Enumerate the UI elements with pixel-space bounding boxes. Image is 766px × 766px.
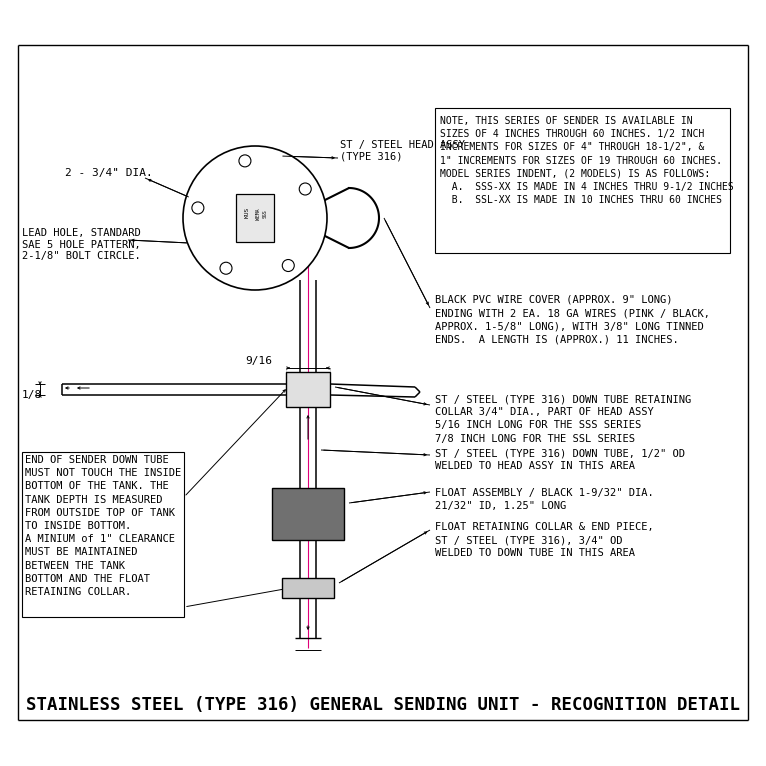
- Bar: [435, 108, 730, 253]
- Circle shape: [220, 262, 232, 274]
- Text: FLOAT RETAINING COLLAR & END PIECE,
ST / STEEL (TYPE 316), 3/4" OD
WELDED TO DOW: FLOAT RETAINING COLLAR & END PIECE, ST /…: [435, 522, 653, 558]
- Text: FLOAT ASSEMBLY / BLACK 1-9/32" DIA.
21/32" ID, 1.25" LONG: FLOAT ASSEMBLY / BLACK 1-9/32" DIA. 21/3…: [435, 488, 653, 511]
- Text: 9/16: 9/16: [245, 356, 272, 366]
- Text: LEAD HOLE, STANDARD
SAE 5 HOLE PATTERN,
2-1/8" BOLT CIRCLE.: LEAD HOLE, STANDARD SAE 5 HOLE PATTERN, …: [22, 228, 141, 261]
- Text: ST / STEEL (TYPE 316) DOWN TUBE RETAINING
COLLAR 3/4" DIA., PART OF HEAD ASSY
5/: ST / STEEL (TYPE 316) DOWN TUBE RETAININ…: [435, 394, 691, 444]
- Text: 2 - 3/4" DIA.: 2 - 3/4" DIA.: [65, 168, 152, 178]
- Bar: [272, 488, 344, 540]
- Circle shape: [300, 183, 311, 195]
- Circle shape: [282, 260, 294, 271]
- Circle shape: [239, 155, 251, 167]
- Text: ST / STEEL (TYPE 316) DOWN TUBE, 1/2" OD
WELDED TO HEAD ASSY IN THIS AREA: ST / STEEL (TYPE 316) DOWN TUBE, 1/2" OD…: [435, 448, 685, 471]
- Text: 1/8: 1/8: [22, 390, 42, 400]
- Text: WEMA: WEMA: [257, 208, 261, 220]
- Circle shape: [183, 146, 327, 290]
- Bar: [286, 372, 330, 407]
- Text: SSS: SSS: [263, 210, 267, 218]
- Bar: [22, 452, 184, 617]
- Text: STAINLESS STEEL (TYPE 316) GENERAL SENDING UNIT - RECOGNITION DETAIL: STAINLESS STEEL (TYPE 316) GENERAL SENDI…: [26, 696, 740, 714]
- Text: END OF SENDER DOWN TUBE
MUST NOT TOUCH THE INSIDE
BOTTOM OF THE TANK. THE
TANK D: END OF SENDER DOWN TUBE MUST NOT TOUCH T…: [25, 455, 182, 597]
- Text: NOTE, THIS SERIES OF SENDER IS AVAILABLE IN
SIZES OF 4 INCHES THROUGH 60 INCHES.: NOTE, THIS SERIES OF SENDER IS AVAILABLE…: [440, 116, 734, 205]
- Bar: [282, 578, 334, 598]
- Circle shape: [192, 202, 204, 214]
- Text: KUS: KUS: [244, 206, 250, 218]
- Bar: [236, 194, 274, 242]
- Text: ST / STEEL HEAD ASSY
(TYPE 316): ST / STEEL HEAD ASSY (TYPE 316): [340, 140, 465, 162]
- Text: BLACK PVC WIRE COVER (APPROX. 9" LONG)
ENDING WITH 2 EA. 18 GA WIRES (PINK / BLA: BLACK PVC WIRE COVER (APPROX. 9" LONG) E…: [435, 295, 710, 345]
